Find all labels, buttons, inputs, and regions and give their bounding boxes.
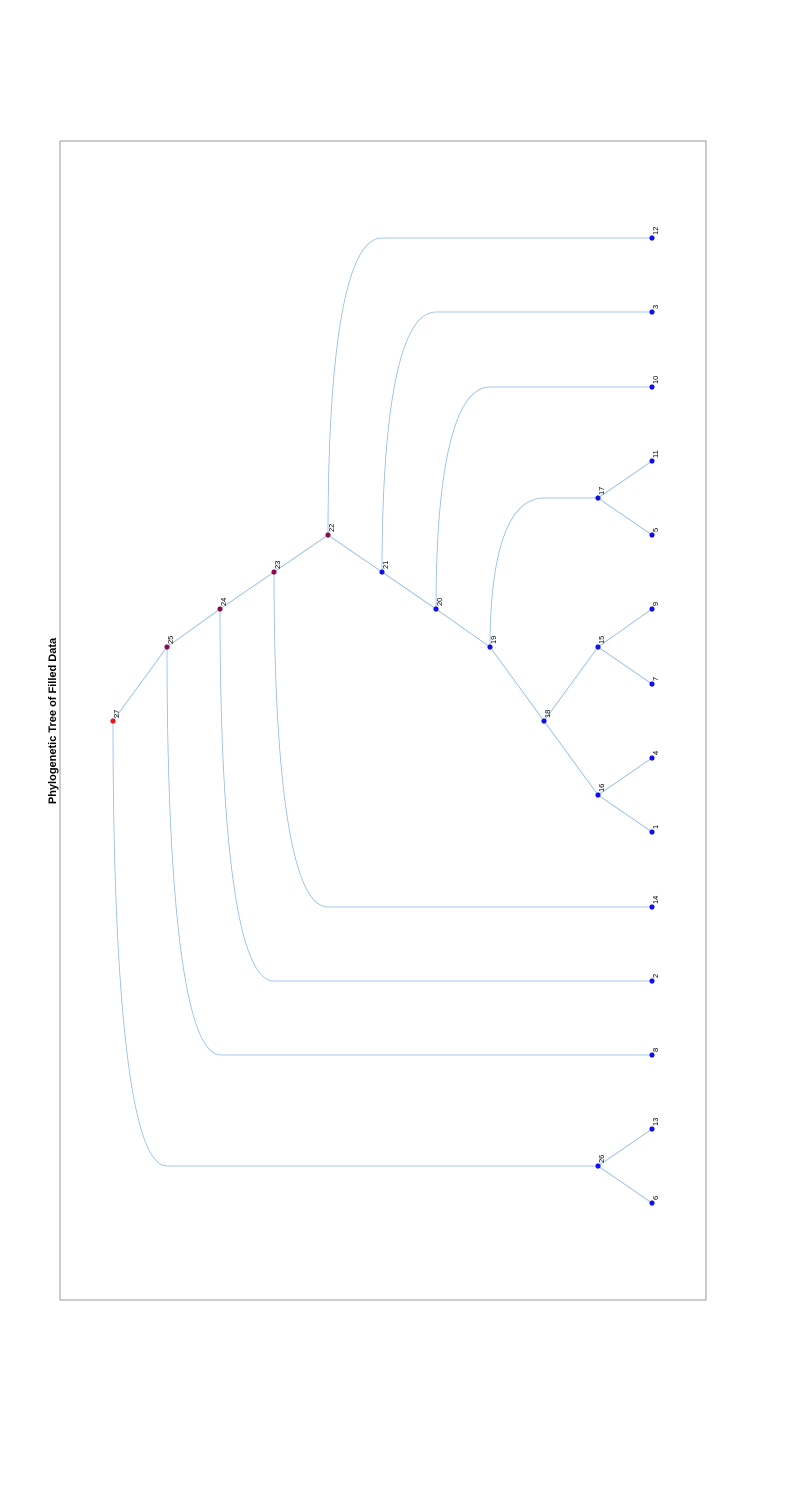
node-label-18: 18 (543, 710, 552, 718)
node-4 (649, 755, 655, 761)
edge-25-8 (166, 646, 652, 1056)
node-label-11: 11 (651, 450, 660, 458)
edge-20-19 (435, 608, 491, 648)
node-label-7: 7 (651, 677, 660, 681)
edge-26-13 (597, 1128, 653, 1167)
node-label-21: 21 (381, 561, 390, 569)
node-label-17: 17 (597, 487, 606, 495)
edge-17-11 (597, 460, 653, 499)
edge-20-10 (435, 386, 652, 610)
node-27 (110, 718, 116, 724)
edge-27-26 (112, 720, 598, 1167)
node-12 (649, 235, 655, 241)
edge-16-1 (597, 794, 653, 833)
node-label-26: 26 (597, 1155, 606, 1163)
edge-16-4 (597, 757, 653, 796)
node-label-19: 19 (489, 636, 498, 644)
node-8 (649, 1052, 655, 1058)
edge-18-16 (543, 720, 599, 796)
chart-title: Phylogenetic Tree of Filled Data (47, 637, 59, 804)
node-label-22: 22 (327, 524, 336, 532)
edge-15-7 (597, 646, 653, 685)
node-24 (217, 606, 223, 612)
node-18 (541, 718, 547, 724)
node-3 (649, 309, 655, 315)
edge-23-22 (273, 534, 329, 573)
edge-22-12 (327, 237, 652, 536)
edge-19-17 (489, 497, 598, 648)
edge-26-6 (597, 1165, 653, 1204)
plot-frame (59, 140, 707, 1301)
node-20 (433, 606, 439, 612)
edge-18-15 (543, 646, 599, 722)
edge-19-18 (489, 646, 545, 722)
edge-24-23 (219, 571, 275, 610)
node-label-9: 9 (651, 602, 660, 606)
node-label-2: 2 (651, 974, 660, 978)
node-19 (487, 644, 493, 650)
node-label-8: 8 (651, 1048, 660, 1052)
node-17 (595, 495, 601, 501)
node-label-23: 23 (273, 561, 282, 569)
edge-25-24 (166, 608, 221, 648)
edge-27-25 (112, 646, 168, 722)
node-label-4: 4 (651, 751, 660, 755)
edge-22-21 (327, 534, 383, 573)
edge-21-3 (381, 311, 652, 573)
edge-17-5 (597, 497, 653, 536)
node-13 (649, 1126, 655, 1132)
node-label-13: 13 (651, 1118, 660, 1126)
node-label-1: 1 (651, 825, 660, 829)
node-14 (649, 904, 655, 910)
node-22 (325, 532, 331, 538)
node-10 (649, 384, 655, 390)
edges-layer (112, 237, 653, 1204)
node-label-10: 10 (651, 376, 660, 384)
node-6 (649, 1200, 655, 1206)
node-label-3: 3 (651, 305, 660, 309)
node-25 (164, 644, 170, 650)
node-5 (649, 532, 655, 538)
node-label-12: 12 (651, 227, 660, 235)
node-2 (649, 978, 655, 984)
edge-21-20 (381, 571, 437, 610)
node-label-16: 16 (597, 784, 606, 792)
node-label-14: 14 (651, 896, 660, 904)
node-label-25: 25 (166, 636, 175, 644)
node-label-5: 5 (651, 528, 660, 532)
node-label-27: 27 (112, 710, 121, 718)
node-label-24: 24 (219, 598, 228, 606)
edge-23-14 (273, 571, 652, 908)
node-label-15: 15 (597, 636, 606, 644)
node-9 (649, 606, 655, 612)
node-label-20: 20 (435, 598, 444, 606)
node-23 (271, 569, 277, 575)
node-26 (595, 1163, 601, 1169)
labels-layer: 1234567891011121314151617181920212223242… (112, 227, 660, 1200)
node-11 (649, 458, 655, 464)
node-label-6: 6 (651, 1196, 660, 1200)
node-21 (379, 569, 385, 575)
edge-24-2 (219, 608, 652, 982)
edge-15-9 (597, 608, 653, 648)
node-15 (595, 644, 601, 650)
node-7 (649, 681, 655, 687)
node-16 (595, 792, 601, 798)
node-1 (649, 829, 655, 835)
nodes-layer (110, 235, 655, 1206)
